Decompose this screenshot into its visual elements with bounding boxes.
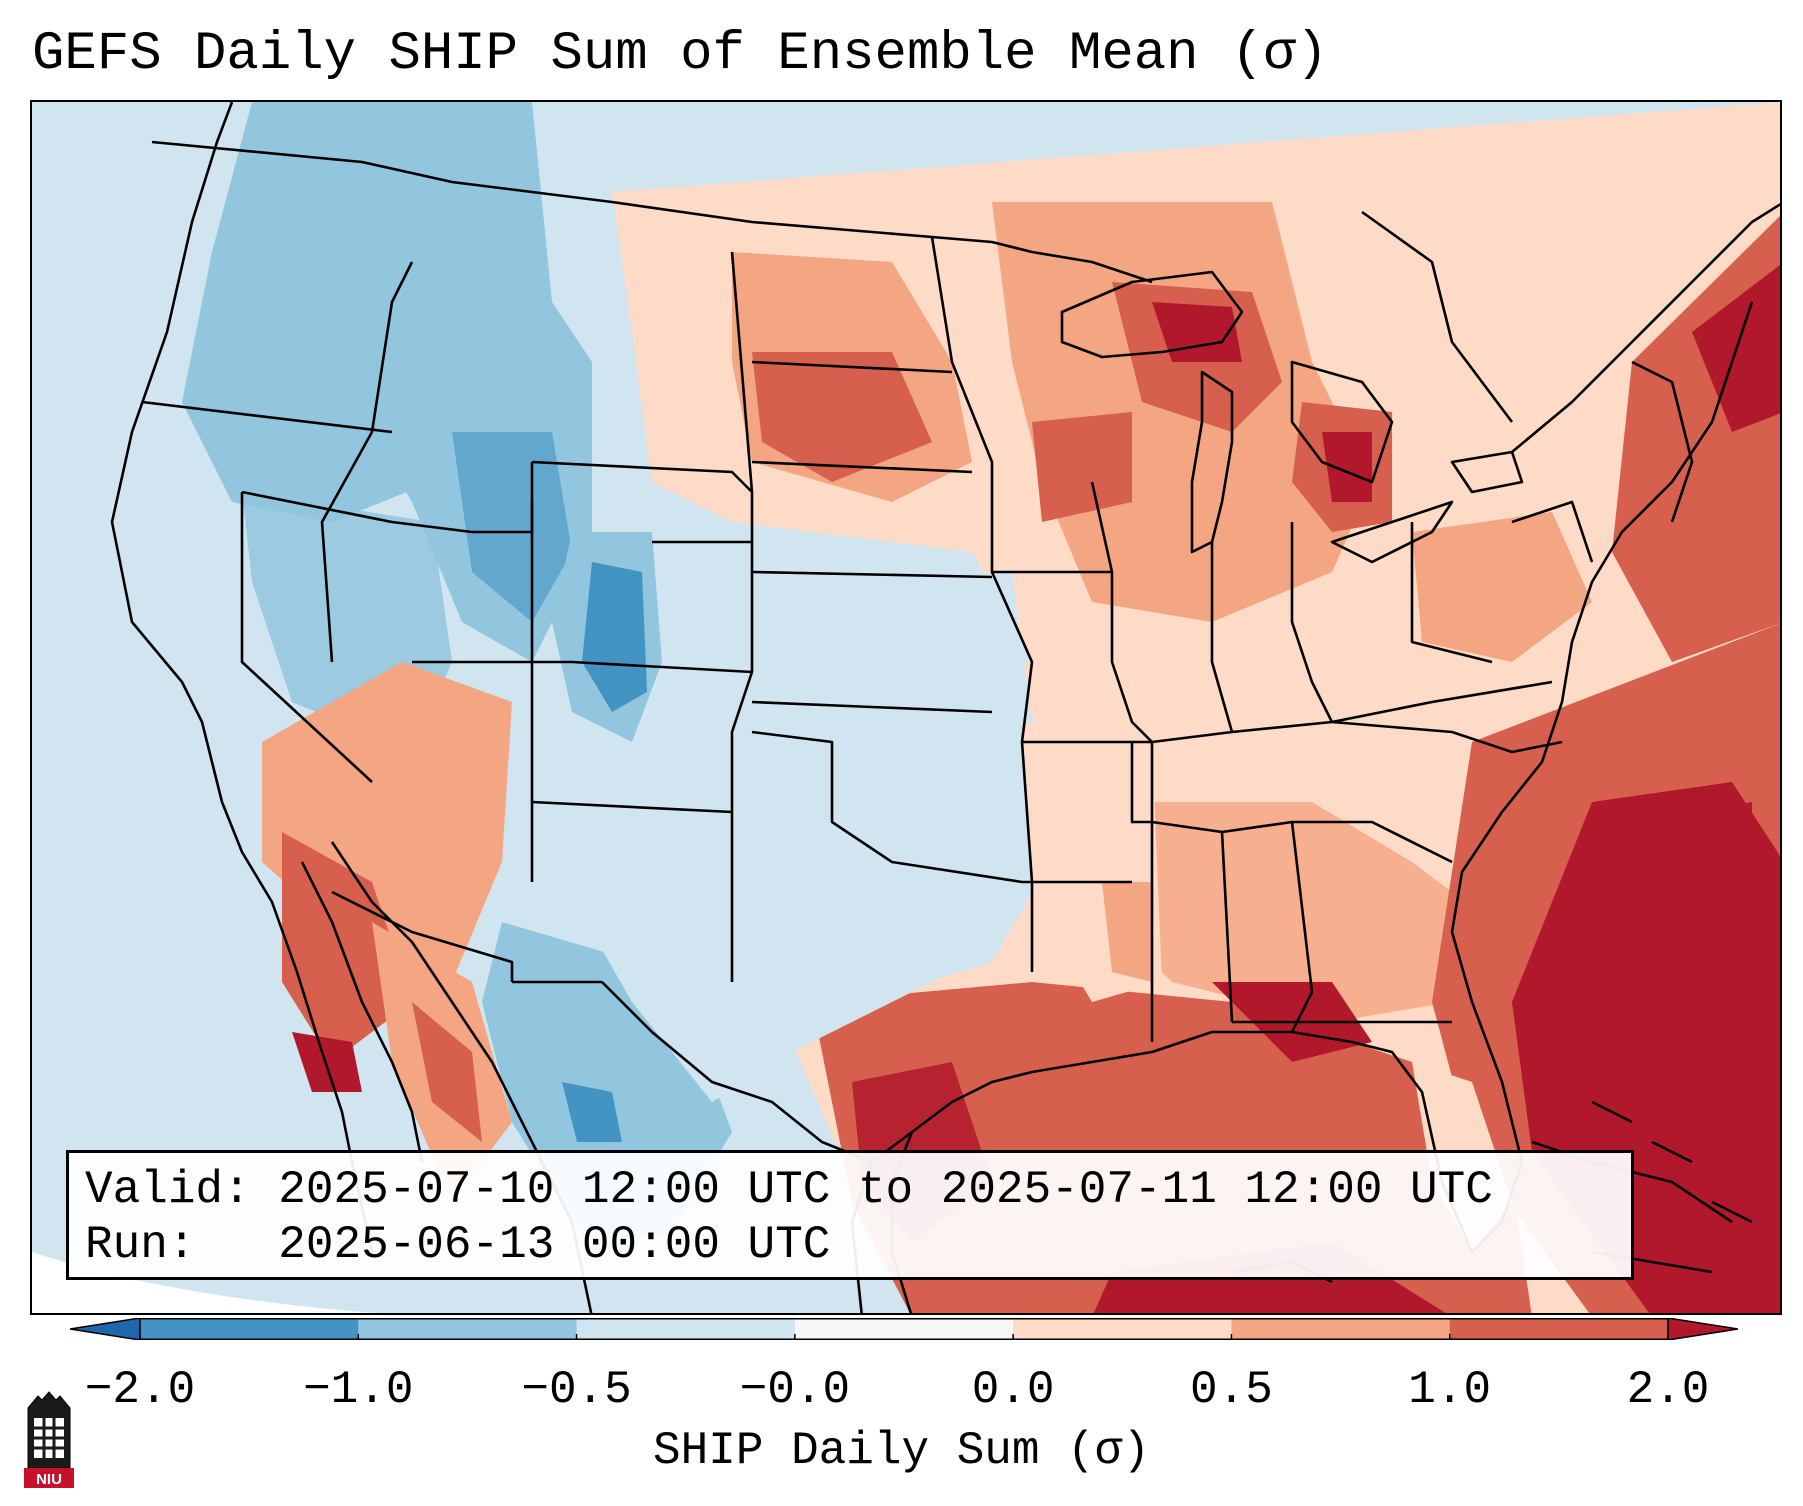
state-line — [531, 800, 733, 814]
university-tower-icon: NIU — [24, 1391, 74, 1488]
st-lawrence — [1511, 202, 1780, 453]
state-line — [1290, 522, 1334, 723]
colorbar — [70, 1318, 1738, 1340]
lake-erie — [1330, 500, 1454, 564]
lake-ontario — [1450, 450, 1524, 494]
state-line — [1631, 360, 1694, 523]
colorbar-tick-label: 2.0 — [1626, 1364, 1710, 1416]
colorbar-extend-under — [70, 1318, 141, 1340]
state-line — [320, 431, 374, 663]
anomaly-region — [562, 1082, 622, 1142]
boundary-layer — [110, 102, 1780, 1313]
colorbar-bin — [1449, 1318, 1669, 1340]
state-line — [1331, 720, 1563, 754]
anomaly-region — [1322, 432, 1372, 502]
colorbar-tick-label: 0.5 — [1190, 1364, 1273, 1416]
province-border — [1361, 210, 1514, 423]
state-line — [412, 660, 753, 674]
colorbar-bin — [1231, 1318, 1451, 1340]
anomaly-region — [412, 1002, 482, 1142]
state-line — [241, 490, 473, 534]
us-canada-border — [991, 240, 1153, 284]
state-line — [1090, 481, 1114, 573]
colorbar-tick-label: 0.0 — [971, 1364, 1055, 1416]
map-panel — [30, 100, 1782, 1315]
state-line — [751, 700, 993, 714]
state-line — [1511, 500, 1594, 563]
state-line — [472, 462, 534, 534]
anomaly-region — [1092, 802, 1492, 1022]
bahamas-outline — [1591, 1100, 1753, 1224]
anomaly-region — [1412, 512, 1592, 662]
colorbar-extend-over — [1667, 1318, 1738, 1340]
anomaly-fill-layer — [32, 102, 1780, 1313]
state-line — [531, 460, 753, 493]
colorbar-bin — [358, 1318, 578, 1340]
state-line — [1410, 522, 1493, 664]
colorbar-label: SHIP Daily Sum (σ) — [653, 1425, 1150, 1477]
colorbar-bin — [576, 1318, 796, 1340]
projection-edge — [32, 1252, 376, 1313]
state-line — [240, 492, 373, 783]
logo-text: NIU — [36, 1471, 62, 1488]
colorbar-bin — [794, 1318, 1014, 1340]
anomaly-region — [592, 822, 992, 1102]
state-line — [730, 251, 754, 982]
anomaly-region — [292, 1032, 362, 1092]
colorbar-tick-label: −0.0 — [739, 1364, 851, 1416]
state-line — [1221, 820, 1314, 1033]
pacific-coastline — [110, 102, 374, 1253]
valid-run-info-box: Valid: 2025-07-10 12:00 UTC to 2025-07-1… — [66, 1150, 1634, 1280]
state-line — [1292, 820, 1453, 864]
state-line — [1110, 572, 1154, 1042]
colorbar-bin — [140, 1318, 359, 1340]
state-line — [930, 236, 1034, 743]
state-line — [370, 261, 414, 433]
run-value: 2025-06-13 00:00 UTC — [278, 1219, 831, 1271]
colorbar-tick-label: 1.0 — [1408, 1364, 1492, 1416]
baja-coastline — [300, 861, 424, 1163]
state-line — [141, 400, 393, 434]
state-line — [1151, 820, 1234, 1023]
colorbar-bin — [1013, 1318, 1232, 1340]
state-line — [751, 360, 953, 374]
anomaly-region — [1102, 882, 1152, 982]
lake-huron — [1290, 360, 1394, 484]
anomaly-region — [452, 432, 572, 622]
colorbar-tick-label: −0.5 — [521, 1364, 632, 1416]
run-label: Run: — [85, 1219, 196, 1271]
anomaly-region — [512, 722, 892, 862]
state-line — [1130, 742, 1152, 824]
chart-title: GEFS Daily SHIP Sum of Ensemble Mean (σ) — [32, 24, 1329, 85]
anomaly-region — [1032, 412, 1132, 522]
colorbar-frame — [139, 1318, 1669, 1340]
state-line — [751, 730, 1023, 884]
valid-value: 2025-07-10 12:00 UTC to 2025-07-11 12:00… — [278, 1164, 1493, 1216]
anomaly-region — [1152, 302, 1242, 362]
state-line — [751, 570, 993, 579]
anomaly-region — [732, 572, 1032, 742]
state-line — [751, 460, 973, 474]
state-line — [1210, 542, 1234, 733]
valid-label: Valid: — [85, 1164, 251, 1216]
colorbar-tick-label: −1.0 — [303, 1364, 414, 1416]
map-graphic — [32, 102, 1780, 1313]
us-mexico-border — [331, 890, 514, 982]
lake-superior — [1060, 270, 1244, 359]
rio-grande — [601, 981, 873, 1164]
colorbar-tick-label: −2.0 — [84, 1364, 196, 1416]
anomaly-region — [582, 562, 647, 712]
anomaly-region — [752, 352, 932, 482]
anomaly-region — [1652, 802, 1752, 902]
